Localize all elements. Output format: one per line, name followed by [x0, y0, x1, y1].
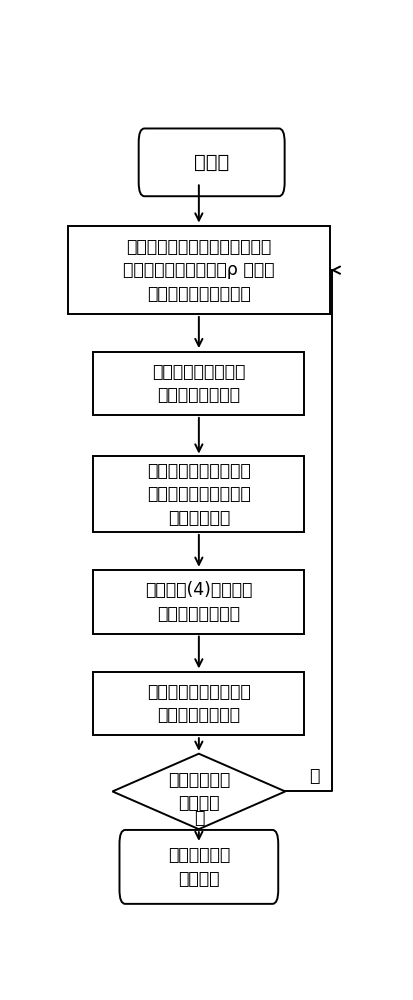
- Text: 确定扩频码频率、副载波频率、
正弦脉冲波形可变参数ρ 和正弦
或余弦子载波调制方式: 确定扩频码频率、副载波频率、 正弦脉冲波形可变参数ρ 和正弦 或余弦子载波调制方…: [123, 238, 275, 303]
- Text: 初始化: 初始化: [194, 153, 229, 172]
- Text: 最终将所得信号进行正
交支路的载波调制: 最终将所得信号进行正 交支路的载波调制: [147, 683, 251, 724]
- Bar: [93, 570, 304, 634]
- Text: 确定一个扩频码片中
整周期子载波个数: 确定一个扩频码片中 整周期子载波个数: [152, 363, 246, 404]
- Text: 输出所构造的
调制信号: 输出所构造的 调制信号: [168, 846, 230, 888]
- FancyBboxPatch shape: [119, 830, 278, 904]
- Bar: [93, 672, 304, 735]
- Text: 导航性能是否
满足要求: 导航性能是否 满足要求: [168, 771, 230, 812]
- FancyBboxPatch shape: [139, 128, 285, 196]
- Polygon shape: [112, 754, 285, 829]
- Text: 根据步骤(4)将扩频信
号进行子载波调制: 根据步骤(4)将扩频信 号进行子载波调制: [145, 581, 252, 623]
- Bar: [93, 456, 304, 532]
- Text: 是: 是: [194, 809, 204, 827]
- Bar: [93, 352, 304, 415]
- Text: 否: 否: [309, 767, 319, 785]
- Text: 构造出一个扩频码片间
隔内正弦或余弦相位子
载波调制波形: 构造出一个扩频码片间 隔内正弦或余弦相位子 载波调制波形: [147, 462, 251, 527]
- Bar: [68, 226, 330, 314]
